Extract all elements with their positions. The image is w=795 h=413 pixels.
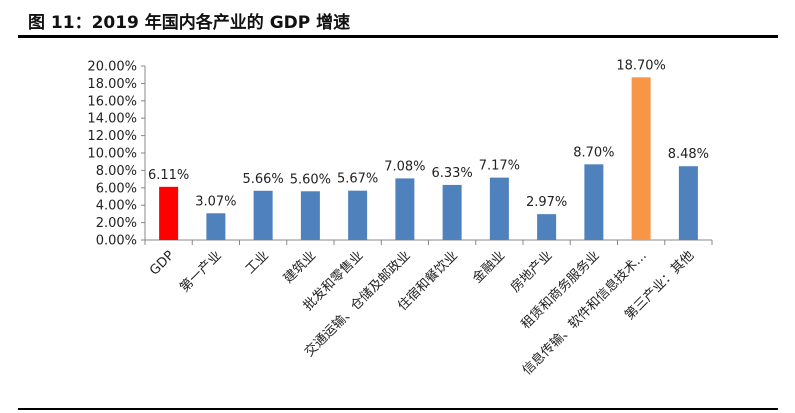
category-label: 工业 — [243, 248, 272, 277]
category-label: 金融业 — [469, 248, 508, 287]
bar — [253, 190, 273, 240]
bar — [678, 166, 698, 240]
y-tick-label: 2.00% — [96, 216, 137, 231]
figure-title: 图 11：2019 年国内各产业的 GDP 增速 — [28, 13, 351, 33]
y-tick-label: 10.00% — [87, 147, 137, 162]
bar — [206, 213, 226, 240]
bar — [159, 186, 179, 240]
y-tick-label: 12.00% — [87, 129, 137, 144]
bar — [300, 191, 320, 240]
bar — [395, 178, 415, 240]
y-tick-label: 18.00% — [87, 77, 137, 92]
category-label: 房地产业 — [507, 248, 555, 296]
data-label: 7.08% — [384, 159, 425, 174]
data-label: 6.11% — [148, 168, 189, 183]
bar — [442, 184, 462, 240]
data-label: 5.66% — [242, 172, 283, 187]
y-tick-label: 6.00% — [96, 181, 137, 196]
data-label: 3.07% — [195, 194, 236, 209]
bar — [348, 190, 368, 240]
category-label: 第一产业 — [177, 248, 224, 295]
category-label: 租赁和商务服务业 — [518, 248, 603, 333]
bottom-rule — [18, 408, 778, 410]
data-label: 7.17% — [479, 159, 520, 174]
y-tick-label: 4.00% — [96, 199, 137, 214]
data-label: 8.48% — [668, 147, 709, 162]
data-label: 8.70% — [573, 145, 614, 160]
category-label: 建筑业 — [280, 248, 319, 287]
data-label: 2.97% — [526, 195, 567, 210]
bar — [489, 177, 509, 240]
y-tick-label: 0.00% — [96, 234, 137, 249]
data-label: 5.60% — [290, 172, 331, 187]
y-tick-label: 20.00% — [87, 60, 137, 75]
bar — [584, 164, 604, 240]
data-label: 5.67% — [337, 172, 378, 187]
data-label: 18.70% — [616, 58, 666, 73]
y-tick-label: 14.00% — [87, 112, 137, 127]
y-tick-label: 16.00% — [87, 94, 137, 109]
y-tick-label: 8.00% — [96, 164, 137, 179]
top-rule — [18, 35, 778, 38]
data-label: 6.33% — [431, 166, 472, 181]
bar — [631, 77, 651, 240]
category-label: GDP — [147, 248, 177, 278]
bar — [537, 214, 557, 240]
